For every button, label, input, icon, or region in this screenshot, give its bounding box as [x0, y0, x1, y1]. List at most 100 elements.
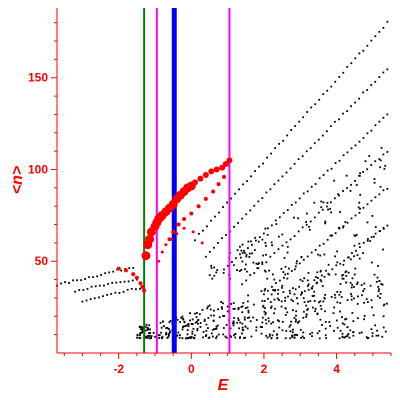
- data-point: [379, 230, 381, 232]
- data-point: [278, 216, 281, 219]
- data-point: [368, 155, 371, 157]
- data-point: [273, 298, 276, 301]
- data-point: [270, 224, 273, 227]
- data-point: [346, 221, 349, 224]
- data-point: [241, 332, 243, 335]
- data-point: [332, 312, 335, 315]
- data-point: [295, 318, 297, 321]
- data-point: [271, 244, 274, 247]
- data-point: [330, 296, 333, 298]
- data-point: [319, 300, 322, 303]
- data-point: [181, 337, 184, 340]
- highlight-point: [222, 174, 226, 179]
- data-point: [366, 203, 369, 206]
- data-point: [319, 269, 322, 272]
- highlight-point: [182, 226, 186, 230]
- data-point: [239, 256, 242, 259]
- data-point: [243, 337, 245, 339]
- data-point: [230, 197, 232, 200]
- data-point: [284, 299, 286, 302]
- data-point: [276, 337, 279, 340]
- data-point: [123, 280, 126, 283]
- data-point: [254, 236, 256, 239]
- data-point: [128, 267, 131, 270]
- highlight-point: [169, 237, 173, 241]
- data-point: [241, 243, 244, 246]
- data-point: [237, 222, 240, 224]
- data-point: [208, 250, 211, 253]
- data-point: [356, 283, 358, 285]
- data-point: [296, 302, 299, 305]
- data-point: [148, 324, 151, 327]
- data-point: [247, 311, 250, 314]
- data-point: [322, 201, 325, 204]
- data-point: [203, 320, 206, 322]
- data-point: [195, 316, 198, 318]
- data-point: [184, 337, 187, 340]
- data-point: [245, 279, 248, 282]
- data-point: [201, 309, 204, 311]
- data-point: [241, 252, 244, 254]
- data-point: [260, 290, 263, 292]
- data-point: [297, 158, 300, 161]
- data-point: [149, 328, 151, 331]
- data-point: [217, 241, 219, 244]
- highlight-points: [116, 157, 233, 293]
- data-point: [371, 335, 374, 338]
- data-point: [222, 272, 225, 274]
- data-point: [233, 225, 235, 228]
- data-point: [230, 303, 232, 305]
- data-point: [327, 208, 329, 211]
- data-point: [135, 288, 137, 291]
- data-point: [345, 270, 348, 273]
- data-point: [202, 229, 204, 232]
- data-point: [307, 288, 310, 291]
- data-point: [382, 227, 385, 230]
- highlight-point: [142, 288, 147, 293]
- data-point: [181, 328, 184, 331]
- data-point: [326, 201, 329, 204]
- data-point: [382, 189, 385, 192]
- data-point: [366, 301, 369, 303]
- data-point: [363, 315, 366, 317]
- data-point: [236, 321, 239, 324]
- data-point: [358, 97, 361, 100]
- data-point: [345, 317, 348, 320]
- data-point: [288, 289, 291, 292]
- data-point: [364, 160, 367, 163]
- data-point: [225, 234, 227, 236]
- data-point: [102, 295, 104, 298]
- data-point: [263, 293, 265, 296]
- data-point: [339, 302, 342, 304]
- data-point: [222, 206, 224, 208]
- data-point: [289, 167, 292, 170]
- data-point: [341, 335, 344, 338]
- data-point: [350, 105, 352, 108]
- data-point: [289, 337, 292, 340]
- data-point: [351, 252, 353, 254]
- data-point: [267, 320, 270, 323]
- data-point: [298, 285, 301, 288]
- data-point: [349, 189, 352, 192]
- data-point: [165, 327, 168, 329]
- data-point: [246, 317, 249, 319]
- data-point: [381, 335, 384, 338]
- data-point: [190, 335, 193, 338]
- highlight-point: [200, 241, 204, 245]
- data-point: [346, 299, 349, 301]
- data-point: [354, 180, 356, 182]
- data-point: [333, 179, 336, 182]
- data-point: [365, 298, 368, 301]
- data-point: [305, 304, 308, 307]
- data-point: [216, 269, 219, 271]
- data-point: [281, 329, 284, 332]
- data-point: [354, 267, 357, 270]
- data-point: [328, 321, 331, 323]
- data-point: [336, 326, 339, 329]
- data-point: [202, 331, 205, 333]
- data-point: [213, 328, 216, 330]
- data-point: [379, 296, 381, 299]
- data-point: [235, 257, 237, 260]
- data-point: [377, 288, 380, 291]
- data-point: [311, 285, 314, 288]
